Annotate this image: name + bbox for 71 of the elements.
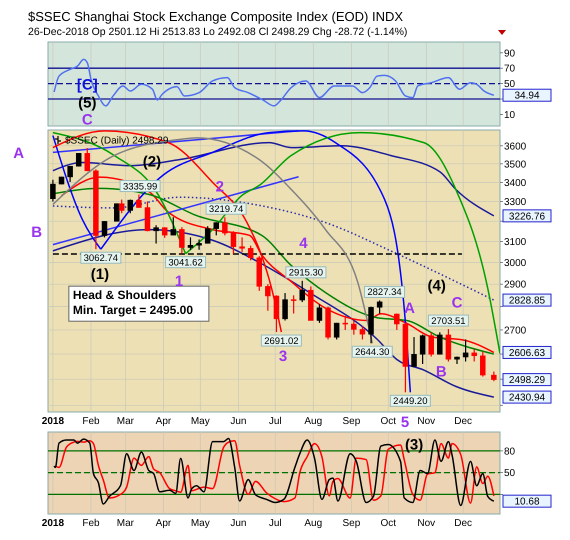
annotation: 2915.30	[288, 268, 324, 279]
x-tick-label: Jun	[230, 416, 246, 427]
annotation: 2703.51	[431, 316, 466, 327]
text: B	[31, 224, 42, 241]
x-tick-label: Aug	[304, 416, 322, 427]
x-tick-label: Dec	[454, 518, 472, 529]
annotation: 3335.99	[122, 181, 158, 192]
annotation: C	[82, 112, 93, 129]
x-tick-label: Jul	[268, 518, 282, 529]
text: 5	[400, 414, 410, 432]
y-tick-label: 10	[504, 110, 516, 121]
y-tick-label: 3300	[504, 196, 527, 208]
x-tick-label: Dec	[454, 416, 472, 427]
annotation: 3	[278, 348, 288, 365]
x-tick-label: Mar	[116, 416, 135, 427]
x-tick-label: Aug	[304, 518, 322, 529]
x-tick-label: Sep	[342, 416, 361, 427]
x-tick-label: Feb	[82, 518, 100, 529]
x-tick-label: Nov	[417, 518, 436, 529]
annotation: (1)	[90, 266, 110, 284]
y-tick-label: 90	[504, 48, 516, 60]
x-tick-label: Sep	[342, 518, 361, 529]
x-tick-label: Oct	[380, 416, 396, 427]
annotation: (5)	[78, 94, 96, 112]
x-tick-label: May	[190, 518, 210, 529]
x-tick-label: Oct	[380, 518, 396, 529]
y-tick-label: 3000	[504, 258, 527, 269]
annotation: 2644.30	[355, 347, 390, 358]
x-tick-label: Mar	[116, 518, 135, 529]
x-tick-label: Jun	[230, 518, 246, 529]
x-tick-label: May	[190, 416, 210, 427]
y-tick-label: 50	[504, 468, 516, 480]
annotation: 2828.85	[508, 296, 546, 307]
x-tick-label: Apr	[156, 416, 172, 427]
x-tick-label: Jul	[268, 416, 282, 427]
y-tick-label: 3600	[504, 141, 527, 152]
x-tick-label: Nov	[417, 416, 436, 427]
y-tick-label: 3100	[504, 237, 527, 248]
y-tick-label: 3500	[504, 159, 527, 170]
annotation: 2498.29	[508, 375, 546, 386]
annotation: 2430.94	[508, 392, 546, 404]
y-tick-label: 2700	[504, 325, 527, 336]
annotation: C	[452, 294, 463, 312]
annotation: 34.94	[514, 90, 540, 102]
annotation: 2691.02	[264, 336, 299, 347]
annotation: (4)	[428, 277, 446, 294]
annotation: 3219.74	[208, 204, 244, 216]
x-tick-label: Feb	[82, 416, 100, 427]
y-tick-label: 70	[504, 64, 516, 75]
x-tick-label: 2018	[42, 416, 64, 427]
annotation: 4	[299, 235, 308, 252]
y-tick-label: 50	[504, 79, 516, 90]
annotation: Head & Shoulders Min. Target = 2495.00	[72, 288, 194, 318]
chart-title: $SSEC Shanghai Stock Exchange Composite Index (EOD) INDX	[28, 9, 404, 24]
x-tick-label: 2018	[42, 518, 64, 529]
x-tick-label: Apr	[156, 518, 172, 529]
annotation: 3226.76	[508, 211, 546, 222]
text: A	[13, 144, 24, 162]
annotation: 10.68	[514, 496, 540, 508]
y-tick-label: 2900	[504, 280, 527, 291]
y-tick-label: 80	[504, 446, 516, 458]
annotation: 2827.34	[367, 287, 402, 298]
annotation: 3041.62	[168, 257, 203, 268]
annotation: (3)	[404, 436, 424, 454]
annotation: B	[436, 363, 447, 380]
y-tick-label: 3400	[504, 178, 527, 189]
annotation: 2449.20	[393, 396, 428, 408]
annotation: 1	[174, 273, 184, 290]
annotation: 3062.74	[84, 253, 118, 264]
chart-subtitle: 26-Dec-2018 Op 2501.12 Hi 2513.83 Lo 2492.08 Cl 2498.29 Chg -28.72 (-1.14%)	[28, 26, 408, 38]
annotation: 2606.63	[508, 348, 546, 359]
